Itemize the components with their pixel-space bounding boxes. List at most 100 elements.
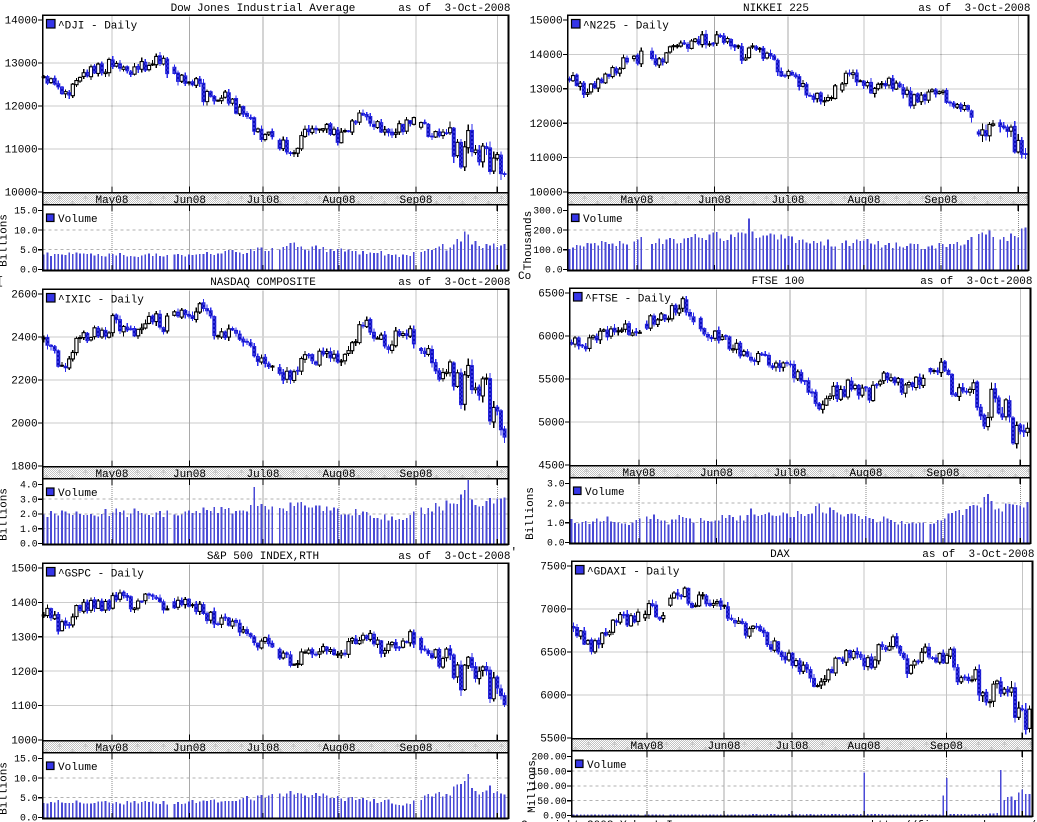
svg-text:May08: May08: [95, 195, 128, 207]
svg-text:1.0: 1.0: [547, 518, 565, 529]
svg-text:^DJI - Daily: ^DJI - Daily: [58, 21, 138, 33]
svg-text:Volume: Volume: [58, 762, 98, 774]
svg-text:^N225 - Daily: ^N225 - Daily: [583, 21, 669, 33]
svg-text:Jul08: Jul08: [246, 743, 279, 755]
svg-text:2600: 2600: [11, 290, 37, 302]
svg-text:Jul08: Jul08: [246, 469, 279, 481]
svg-text:100.00: 100.00: [531, 781, 566, 792]
svg-text:5500: 5500: [540, 734, 566, 746]
svg-text:Aug08: Aug08: [322, 469, 355, 481]
svg-text:Billions: Billions: [0, 214, 11, 267]
svg-text:as of 3-Oct-2008: as of 3-Oct-2008: [918, 3, 1030, 15]
svg-text:12000: 12000: [530, 119, 563, 131]
svg-text:1800: 1800: [11, 462, 37, 474]
svg-text:200.00: 200.00: [531, 752, 566, 763]
svg-text:10000: 10000: [5, 188, 38, 200]
svg-text:Sep08: Sep08: [399, 743, 432, 755]
svg-text:Dow Jones Industrial Average: Dow Jones Industrial Average: [171, 3, 356, 15]
svg-text:13000: 13000: [530, 84, 563, 96]
svg-text:^IXIC - Daily: ^IXIC - Daily: [58, 295, 144, 307]
svg-text:Billions: Billions: [0, 488, 11, 541]
svg-text:1300: 1300: [11, 632, 37, 644]
svg-text:Jun08: Jun08: [173, 195, 206, 207]
svg-text:7500: 7500: [540, 562, 566, 574]
svg-text:5.0: 5.0: [20, 245, 38, 256]
svg-text:1000: 1000: [11, 736, 37, 748]
svg-text:6000: 6000: [540, 691, 566, 703]
svg-text:May08: May08: [630, 741, 663, 753]
svg-text:Aug08: Aug08: [847, 741, 880, 753]
svg-text:Sep08: Sep08: [930, 741, 963, 753]
svg-text:Jul08: Jul08: [775, 741, 808, 753]
svg-text:2200: 2200: [11, 376, 37, 388]
svg-text:6000: 6000: [538, 332, 564, 344]
svg-text:http://finance.yahoo.com/: http://finance.yahoo.com/: [871, 820, 1036, 822]
svg-text:5.0: 5.0: [20, 793, 38, 804]
svg-text:Sep08: Sep08: [399, 195, 432, 207]
svg-text:Sep08: Sep08: [399, 469, 432, 481]
svg-text:1400: 1400: [11, 598, 37, 610]
svg-text:10.0: 10.0: [14, 225, 38, 236]
svg-text:7000: 7000: [540, 605, 566, 617]
svg-text:0.00: 0.00: [543, 811, 567, 822]
svg-text:50.00: 50.00: [537, 796, 567, 807]
svg-text:4500: 4500: [538, 461, 564, 473]
svg-text:Sep08: Sep08: [924, 195, 957, 207]
svg-text:[: [: [0, 276, 4, 288]
svg-text:Co: Co: [518, 271, 531, 283]
svg-text:as of 3-Oct-2008: as of 3-Oct-2008: [398, 551, 510, 563]
svg-text:6500: 6500: [540, 648, 566, 660]
svg-text:Aug08: Aug08: [322, 195, 355, 207]
svg-text:Billions: Billions: [525, 487, 537, 540]
svg-text:13000: 13000: [5, 59, 38, 71]
svg-text:3.0: 3.0: [547, 479, 565, 490]
svg-text:300.0: 300.0: [533, 206, 563, 217]
svg-text:as of 3-Oct-2008: as of 3-Oct-2008: [398, 3, 510, 15]
svg-text:Volume: Volume: [583, 214, 623, 226]
svg-text:as of 3-Oct-2008: as of 3-Oct-2008: [398, 277, 510, 289]
svg-text:May08: May08: [622, 468, 655, 480]
svg-text:^GDAXI - Daily: ^GDAXI - Daily: [587, 567, 680, 579]
svg-text:0.0: 0.0: [20, 265, 38, 276]
svg-text:S&P 500 INDEX,RTH: S&P 500 INDEX,RTH: [207, 551, 319, 563]
svg-text:2400: 2400: [11, 333, 37, 345]
svg-text:Volume: Volume: [58, 488, 98, 500]
svg-text:100.0: 100.0: [533, 245, 563, 256]
svg-text:Sep08: Sep08: [926, 468, 959, 480]
svg-text:3.0: 3.0: [20, 494, 38, 505]
svg-text:Jun08: Jun08: [173, 469, 206, 481]
svg-text:Copyright 2008 Yahoo! Inc.: Copyright 2008 Yahoo! Inc.: [521, 820, 693, 822]
svg-text:Jun08: Jun08: [173, 743, 206, 755]
svg-text:as of 3-Oct-2008: as of 3-Oct-2008: [922, 549, 1034, 561]
svg-text:14000: 14000: [530, 50, 563, 62]
svg-text:0.0: 0.0: [20, 813, 38, 822]
svg-text:May08: May08: [620, 195, 653, 207]
svg-text:Jul08: Jul08: [246, 195, 279, 207]
svg-text:NASDAQ COMPOSITE: NASDAQ COMPOSITE: [210, 277, 316, 289]
svg-text:2.0: 2.0: [547, 498, 565, 509]
svg-text:5500: 5500: [538, 375, 564, 387]
svg-text:4.0: 4.0: [20, 480, 38, 491]
svg-text:10000: 10000: [530, 188, 563, 200]
svg-text:0.0: 0.0: [20, 539, 38, 550]
svg-text:Volume: Volume: [587, 760, 627, 772]
svg-text:FTSE 100: FTSE 100: [752, 276, 805, 288]
svg-text:Jun08: Jun08: [707, 741, 740, 753]
svg-text:15.0: 15.0: [14, 754, 38, 765]
svg-text:May08: May08: [95, 743, 128, 755]
svg-text:Aug08: Aug08: [322, 743, 355, 755]
svg-text:Volume: Volume: [585, 487, 625, 499]
svg-text:Thousands: Thousands: [523, 211, 535, 270]
svg-text:1100: 1100: [11, 701, 37, 713]
svg-text:NIKKEI 225: NIKKEI 225: [743, 3, 809, 15]
svg-text:2000: 2000: [11, 419, 37, 431]
svg-text:1200: 1200: [11, 667, 37, 679]
svg-text:as of 3-Oct-2008: as of 3-Oct-2008: [920, 276, 1032, 288]
svg-text:Jul08: Jul08: [773, 468, 806, 480]
svg-text:Jun08: Jun08: [700, 468, 733, 480]
svg-text:2.0: 2.0: [20, 509, 38, 520]
svg-text:Billions: Billions: [0, 762, 11, 815]
svg-text:Jul08: Jul08: [771, 195, 804, 207]
svg-text:Jun08: Jun08: [698, 195, 731, 207]
svg-text:11000: 11000: [5, 145, 38, 157]
